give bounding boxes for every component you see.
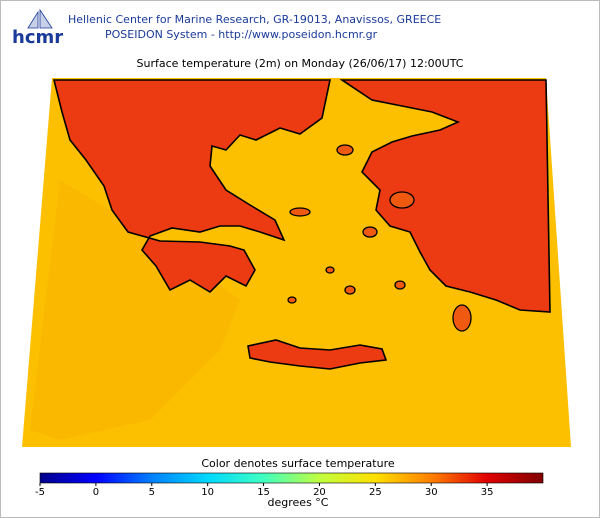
land-greece (52, 79, 331, 294)
map-title: Surface temperature (2m) on Monday (26/0… (137, 57, 464, 70)
island (389, 191, 415, 209)
colorbar-scale (39, 472, 544, 484)
colorbar-tick-label: 20 (313, 487, 326, 498)
island (394, 280, 406, 290)
island (287, 296, 297, 304)
land-turkey (339, 79, 551, 313)
island (336, 144, 354, 156)
logo-sail (27, 8, 53, 29)
island (289, 207, 311, 217)
land-crete (247, 339, 388, 370)
island (344, 285, 356, 295)
sea-shade (30, 180, 240, 440)
island (325, 266, 335, 274)
colorbar-tick-label: 0 (93, 487, 99, 498)
colorbar-tick-label: -5 (35, 487, 45, 498)
colorbar-tick-label: 35 (481, 487, 494, 498)
colorbar-tick-label: 15 (257, 487, 270, 498)
logo-text: hcmr (12, 27, 63, 48)
header-line: Hellenic Center for Marine Research, GR-… (68, 13, 441, 26)
colorbar-unit: degrees °C (268, 496, 329, 509)
colorbar-tick-label: 30 (425, 487, 438, 498)
map (22, 78, 571, 447)
colorbar-tick-label: 25 (369, 487, 382, 498)
colorbar-tick-label: 10 (201, 487, 214, 498)
colorbar-caption: Color denotes surface temperature (201, 457, 395, 470)
colorbar-tick-label: 5 (149, 487, 155, 498)
header-line: POSEIDON System - http://www.poseidon.hc… (105, 28, 378, 41)
island (362, 226, 378, 238)
island (452, 304, 472, 332)
colorbar: -5 0 5 10 15 20 25 30 35 (35, 472, 544, 498)
